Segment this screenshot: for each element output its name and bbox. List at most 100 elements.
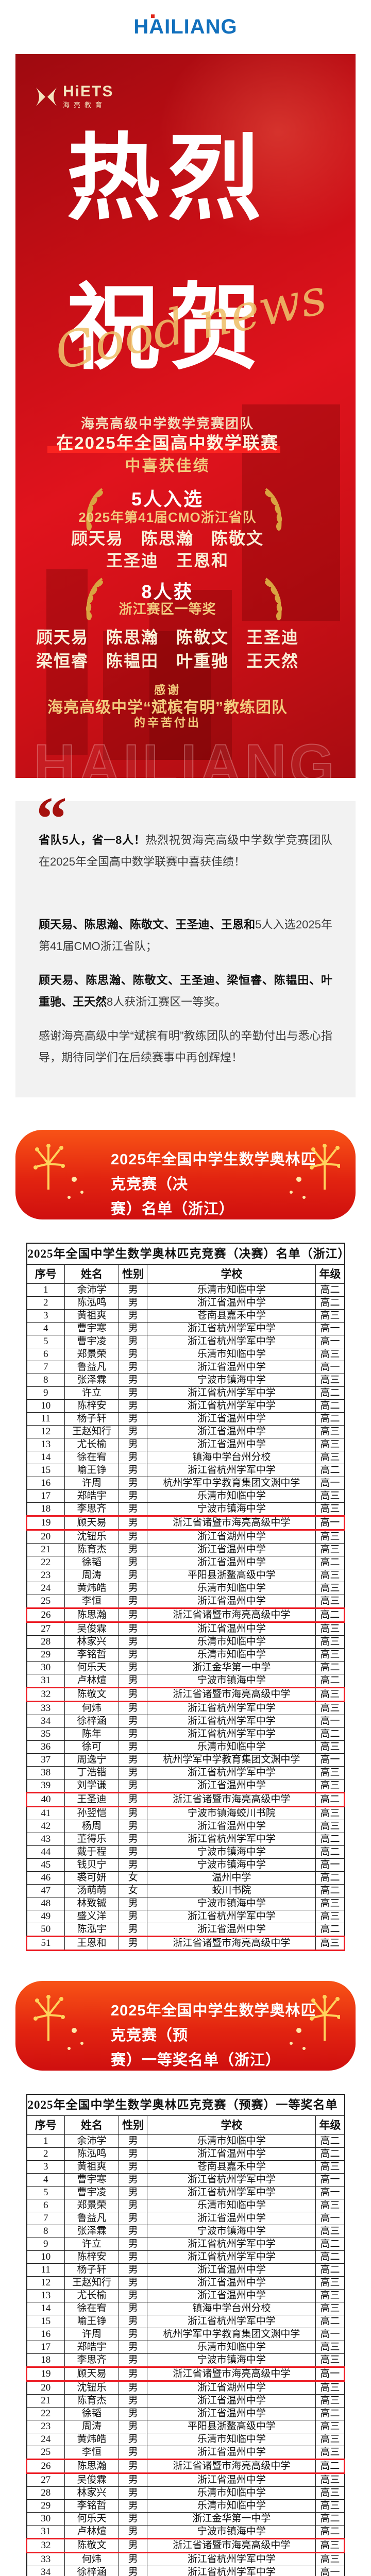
table-cell: 徐在宥 bbox=[64, 1451, 119, 1464]
table-cell: 黄炜皓 bbox=[64, 1582, 119, 1595]
table-cell: 1 bbox=[26, 2134, 65, 2148]
table-row: 20 沈钮乐男浙江省湖州中学 高三 bbox=[26, 1530, 345, 1544]
table-row: 16 许周男杭州学军中学教育集团文渊中学 高一 bbox=[26, 1477, 345, 1490]
table-cell: 4 bbox=[26, 1322, 65, 1335]
table-row: 49 盛义洋男浙江省杭州学军中学 高三 bbox=[26, 1910, 345, 1923]
firework-icon bbox=[290, 1995, 340, 2050]
table-cell: 高三 bbox=[315, 1451, 345, 1464]
table-cell: 32 bbox=[25, 1687, 65, 1702]
table-row: 8 张泽霖男宁波市镇海中学 高三 bbox=[26, 2225, 345, 2238]
table-cell: 盛义洋 bbox=[64, 1910, 119, 1923]
table-cell: 25 bbox=[26, 1595, 65, 1608]
table-cell: 高二 bbox=[315, 1283, 345, 1297]
table-row: 37 周逸宁男杭州学军中学教育集团文渊中学 高一 bbox=[26, 1753, 345, 1767]
table-cell: 21 bbox=[26, 1543, 65, 1556]
table-cell: 20 bbox=[26, 1530, 65, 1544]
table-cell: 许周 bbox=[64, 1477, 119, 1490]
table-cell: 19 bbox=[25, 1515, 65, 1531]
table-cell: 浙江省诸暨市海亮高级中学 bbox=[147, 2366, 316, 2382]
table-cell: 乐清市知临中学 bbox=[147, 2199, 316, 2212]
table-cell: 11 bbox=[26, 1412, 65, 1426]
table-cell: 高一 bbox=[315, 2566, 345, 2576]
table-cell: 宁波市镇海中学 bbox=[147, 2353, 316, 2367]
table-cell: 宁波市镇海中学 bbox=[147, 1674, 316, 1688]
table-cell: 温州中学 bbox=[147, 1871, 316, 1885]
table-cell: 男 bbox=[118, 1806, 148, 1820]
table-cell: 鲁益凡 bbox=[64, 1361, 119, 1374]
table-row: 14 徐在宥男镇海中学台州分校 高三 bbox=[26, 2302, 345, 2315]
finals-banner: 2025年全国中学生数学奥林匹克竞赛（决 赛）名单（浙江） bbox=[15, 1130, 356, 1219]
table-cell: 高三 bbox=[315, 2160, 345, 2174]
table-cell: 男 bbox=[118, 1489, 148, 1503]
table-cell: 林致铖 bbox=[64, 1897, 119, 1910]
table-cell: 男 bbox=[118, 1607, 148, 1623]
table-row: 26 陈思瀚男浙江省诸暨市海亮高级中学 高二 bbox=[25, 2459, 345, 2474]
table-cell: 乐清市知临中学 bbox=[147, 1283, 316, 1297]
table-cell: 镇海中学台州分校 bbox=[147, 2302, 316, 2315]
table-cell: 尤长榆 bbox=[64, 1438, 119, 1451]
table-cell: 44 bbox=[26, 1845, 65, 1859]
building-silhouette bbox=[46, 569, 88, 755]
table-row: 33 何炜男浙江省杭州学军中学 高三 bbox=[26, 1701, 345, 1715]
table-cell: 陈思瀚 bbox=[64, 2459, 119, 2474]
table-cell: 浙江省杭州学军中学 bbox=[147, 2315, 316, 2328]
table-row: 7 鲁益凡男浙江省温州中学 高一 bbox=[26, 2212, 345, 2225]
table-cell: 喻王铮 bbox=[64, 1464, 119, 1477]
table-row: 6 郑景荣男乐清市知临中学 高三 bbox=[26, 1348, 345, 1361]
table-cell: 乐清市知临中学 bbox=[147, 2341, 316, 2354]
table-cell: 男 bbox=[118, 2512, 148, 2526]
table-cell: 高三 bbox=[315, 1530, 345, 1544]
table-cell: 8 bbox=[26, 2225, 65, 2238]
table-cell: 男 bbox=[118, 2446, 148, 2460]
table-cell: 高三 bbox=[315, 1897, 345, 1910]
table-cell: 34 bbox=[26, 1715, 65, 1728]
table-cell: 男 bbox=[118, 1438, 148, 1451]
table-cell: 李思齐 bbox=[64, 1502, 119, 1516]
table-row: 19 顾天易男浙江省诸暨市海亮高级中学 高一 bbox=[25, 2366, 345, 2382]
table-cell: 22 bbox=[26, 1556, 65, 1569]
table-cell: 8 bbox=[26, 1374, 65, 1387]
table-cell: 浙江省温州中学 bbox=[147, 1779, 316, 1793]
table-cell: 丁浩锴 bbox=[64, 1766, 119, 1780]
table-row: 9 许立男浙江省杭州学军中学 高二 bbox=[26, 2238, 345, 2251]
table-cell: 高三 bbox=[315, 2552, 345, 2566]
table-cell: 陈年 bbox=[64, 1727, 119, 1741]
prelims-banner: 2025年全国中学生数学奥林匹克竞赛（预 赛）一等奖名单（浙江） bbox=[15, 1981, 356, 2071]
table-cell: 25 bbox=[26, 2446, 65, 2460]
table-cell: 2 bbox=[26, 2147, 65, 2161]
table-cell: 男 bbox=[118, 1515, 148, 1531]
table-cell: 李恒 bbox=[64, 2446, 119, 2460]
table-cell: 51 bbox=[25, 1936, 65, 1951]
table-cell: 男 bbox=[118, 2433, 148, 2446]
table-row: 47 汤萌萌女蛟川书院 高二 bbox=[26, 1884, 345, 1897]
table-cell: 镇海中学台州分校 bbox=[147, 1451, 316, 1464]
table-row: 40 王圣迪男浙江省诸暨市海亮高级中学 高二 bbox=[25, 1792, 345, 1807]
table-cell: 高三 bbox=[315, 2276, 345, 2290]
table-cell: 浙江省杭州学军中学 bbox=[147, 1727, 316, 1741]
col-header: 学校 bbox=[147, 1264, 316, 1284]
table-cell: 高二 bbox=[315, 1727, 345, 1741]
prelims-results-table: 2025年全国中学生数学奥林匹克竞赛（预赛）一等奖名单（浙江） 序号 姓名 性别… bbox=[25, 2094, 345, 2576]
table-cell: 男 bbox=[118, 1569, 148, 1582]
hiets-name: HiETS bbox=[63, 83, 114, 100]
table-cell: 宁波市镇海中学 bbox=[147, 1374, 316, 1387]
table-cell: 卢林煊 bbox=[64, 2525, 119, 2539]
quote-icon: “ bbox=[36, 784, 67, 853]
table-cell: 7 bbox=[26, 2212, 65, 2225]
table-cell: 乐清市知临中学 bbox=[147, 1648, 316, 1662]
table-cell: 宁波市镇海中学 bbox=[147, 1845, 316, 1859]
table-cell: 41 bbox=[26, 1806, 65, 1820]
table-cell: 陈泓鸣 bbox=[64, 2147, 119, 2161]
col-header: 性别 bbox=[118, 1264, 148, 1284]
table-title-row: 2025年全国中学生数学奥林匹克竞赛（预赛）一等奖名单（浙江） bbox=[26, 2094, 345, 2116]
table-row: 5 曹宇凌男浙江省杭州学军中学 高一 bbox=[26, 1335, 345, 1348]
table-cell: 6 bbox=[26, 1348, 65, 1361]
table-cell: 男 bbox=[118, 1543, 148, 1556]
table-cell: 男 bbox=[118, 2328, 148, 2341]
table-cell: 杨子轩 bbox=[64, 1412, 119, 1426]
table-cell: 高三 bbox=[315, 1635, 345, 1649]
table-cell: 13 bbox=[26, 2289, 65, 2302]
table-cell: 裘可妍 bbox=[64, 1871, 119, 1885]
table-cell: 20 bbox=[26, 2381, 65, 2395]
table-cell: 喻王铮 bbox=[64, 2315, 119, 2328]
